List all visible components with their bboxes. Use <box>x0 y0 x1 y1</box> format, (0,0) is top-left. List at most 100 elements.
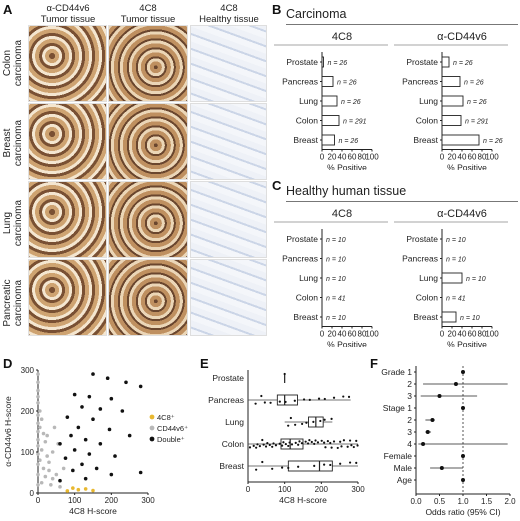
data-point <box>264 445 268 448</box>
chart-title: α-CD44v6 <box>437 31 487 43</box>
category-label: Prostate <box>212 373 244 383</box>
x-tick-label: 100 <box>485 153 499 162</box>
category-label: Pancreas <box>208 395 244 405</box>
data-point <box>352 445 355 449</box>
data-point <box>348 461 352 464</box>
data-point <box>346 445 349 448</box>
data-point <box>324 446 327 449</box>
category-label: Prostate <box>406 57 438 67</box>
scatter-point <box>83 437 88 442</box>
data-point <box>323 418 326 421</box>
scatter-point <box>61 466 66 471</box>
panel-e-boxplot: Prostate Pancreas Lung Colon Breast 0 100 200 30… <box>208 370 365 505</box>
data-point <box>355 461 358 464</box>
panel-a-row-label-1: Colon carcinoma <box>2 28 24 98</box>
odds-ratio-point <box>453 382 458 386</box>
data-point <box>248 446 252 449</box>
data-point <box>300 442 303 445</box>
data-point <box>287 424 290 427</box>
data-point <box>262 443 265 446</box>
bar <box>321 95 338 107</box>
data-point <box>316 441 320 444</box>
n-label: n = 10 <box>326 315 346 322</box>
legend-label: CD44v6⁺ <box>157 424 188 433</box>
data-point <box>339 462 342 465</box>
n-label: n = 26 <box>453 60 473 67</box>
col-title-line2: Tumor tissue <box>40 14 96 25</box>
scatter-point <box>138 384 143 389</box>
category-label: Colon <box>416 116 438 126</box>
category-label: Pancreas <box>282 77 318 87</box>
n-label: n = 41 <box>446 296 466 303</box>
n-label: n = 10 <box>326 257 346 264</box>
x-tick-label: 100 <box>68 496 82 505</box>
box <box>287 460 333 472</box>
scatter-point <box>80 405 84 409</box>
category-label: Breast <box>413 312 438 322</box>
scatter-point <box>76 425 81 430</box>
data-point <box>308 398 311 401</box>
bar <box>441 56 450 68</box>
scatter-point <box>80 462 84 467</box>
n-label: n = 26 <box>464 80 484 87</box>
col-title-line1: 4C8 <box>220 3 238 14</box>
n-label: n = 10 <box>446 257 466 264</box>
scatter-point <box>83 487 88 491</box>
panel-b-section-title: Carcinoma <box>286 7 347 21</box>
data-point <box>294 423 297 426</box>
x-tick-label: 20 <box>328 330 337 339</box>
data-point <box>313 464 316 467</box>
x-tick-label: 60 <box>348 330 357 339</box>
data-point <box>314 439 317 442</box>
scatter-point <box>38 425 42 430</box>
data-point <box>288 441 291 444</box>
row-label-line1: Pancreatic <box>2 279 13 327</box>
x-tick-label: 1.5 <box>481 497 493 506</box>
n-label: n = 26 <box>483 138 503 145</box>
data-point <box>289 416 292 420</box>
data-point <box>255 446 258 449</box>
scatter-point <box>47 460 51 465</box>
tissue-micrograph-image <box>28 181 107 258</box>
scatter-point <box>87 394 92 399</box>
n-label: n = 26 <box>328 60 348 67</box>
panel-b-section-rule <box>286 24 518 25</box>
data-point <box>356 444 359 447</box>
category-label: Colon <box>296 116 318 126</box>
data-point <box>348 439 352 442</box>
x-axis-label: % Positive <box>447 163 487 171</box>
panel-a-col-title-3: 4C8 Healthy tissue <box>190 3 268 25</box>
scatter-point <box>76 487 81 492</box>
scatter-point <box>107 427 112 432</box>
scatter-point <box>109 396 114 401</box>
scatter-point <box>39 480 44 485</box>
y-tick-label: 200 <box>21 407 35 416</box>
category-label: Lung <box>225 417 244 427</box>
x-tick-label: 80 <box>358 153 367 162</box>
data-point <box>302 398 306 401</box>
data-point <box>254 402 257 405</box>
scatter-point <box>65 489 70 493</box>
data-point <box>330 417 333 420</box>
data-point <box>317 397 321 400</box>
data-point <box>281 444 284 447</box>
scatter-point <box>36 437 40 442</box>
tissue-micrograph-image <box>28 103 107 180</box>
scatter-point <box>65 415 70 419</box>
panel-letter-d: D <box>3 356 13 371</box>
row-label-line2: carcinoma <box>13 279 24 327</box>
data-point <box>293 399 296 402</box>
scatter-point <box>50 450 55 454</box>
x-tick-label: 0 <box>320 153 325 162</box>
category-label: Prostate <box>286 234 318 244</box>
panel-d-scatter: 0 100 200 300 0 100 200 300 4C8 H-score α-CD44v6 … <box>3 366 188 516</box>
legend-marker <box>149 436 155 442</box>
scatter-point <box>36 444 40 448</box>
data-point <box>340 445 343 448</box>
row-label-line1: Lung <box>2 211 13 235</box>
bar <box>441 115 462 126</box>
x-tick-label: 40 <box>458 153 467 162</box>
scatter-point <box>91 372 95 376</box>
data-point <box>252 444 255 447</box>
category-label: Lung <box>419 273 438 283</box>
